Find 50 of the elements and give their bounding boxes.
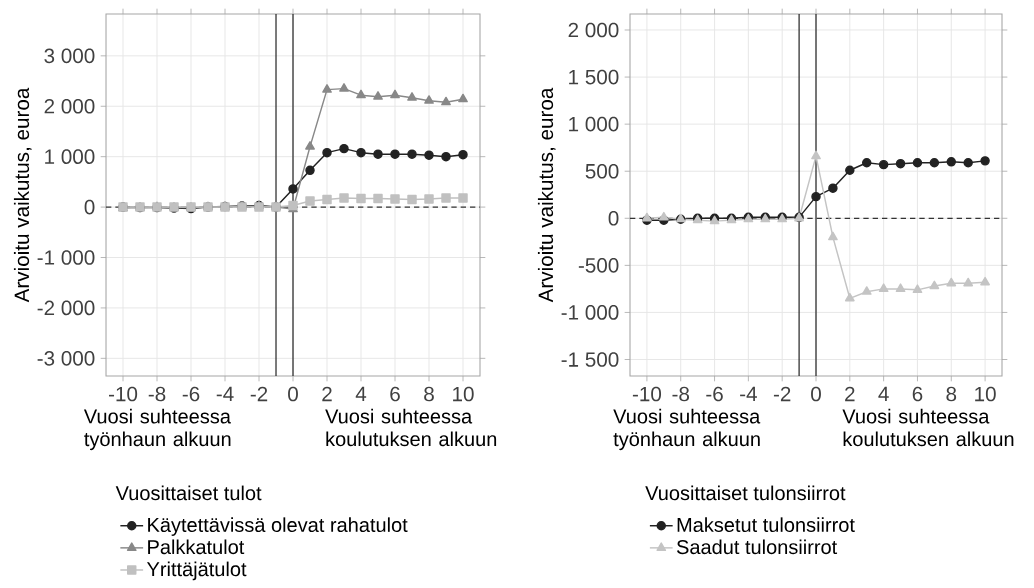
y-tick-label: 3 000 (44, 48, 95, 64)
y-tick-label: 1 000 (45, 149, 95, 164)
legend-label: Maksetut tulonsiirrot (677, 517, 855, 533)
text: Vuosi suhteessa koulutuksen alkuun (842, 408, 1014, 447)
y-axis-title: Arvioitu vaikutus, euroa (537, 87, 556, 303)
y-tick-label: 0 (84, 199, 95, 215)
y-tick-label: -1 000 (37, 250, 95, 265)
text: Vuosi suhteessa työnhaun alkuun (613, 408, 761, 451)
x-tick-label: -4 (216, 386, 234, 401)
x-tick-label: 6 (390, 386, 400, 402)
y-tick-label: -1 500 (561, 352, 619, 367)
y-tick-label: 1 500 (569, 69, 619, 85)
x-tick-label: 2 (845, 386, 855, 402)
legend-label: Palkkatulot (148, 539, 245, 555)
legend-label: Saadut tulonsiirrot (676, 539, 838, 555)
x-tick-label: -8 (148, 386, 166, 402)
x-tick-label: -2 (773, 386, 791, 402)
x-tick-label: -10 (632, 386, 662, 402)
x-tick-label: 2 (322, 386, 332, 402)
text: Vuosi suhteessa koulutuksen alkuun (325, 408, 497, 447)
y-tick-label: -2 000 (37, 300, 95, 316)
x-tick-label: -2 (250, 386, 268, 402)
x-tick-label: 10 (453, 386, 474, 402)
y-tick-label: 0 (608, 210, 619, 226)
y-tick-label: -500 (578, 258, 619, 273)
x-tick-label: -4 (740, 386, 757, 401)
x-tick-label: 0 (811, 386, 821, 402)
y-axis-title: Arvioitu vaikutus, euroa (13, 87, 32, 303)
legend-title: Vuosittaiset tulonsiirrot (645, 485, 846, 501)
x-tick-label: 4 (878, 386, 889, 401)
x-tick-label: -10 (109, 386, 138, 402)
legend-label: Käytettävissä olevat rahatulot (148, 517, 408, 536)
x-tick-label: 8 (424, 386, 434, 402)
y-tick-label: 500 (585, 163, 619, 179)
legend-label: Yrittäjätulot (146, 561, 247, 581)
x-tick-label: 0 (288, 386, 298, 402)
y-tick-label: 1 000 (569, 116, 619, 132)
x-tick-label: 10 (975, 386, 996, 402)
y-tick-label: 2 000 (44, 98, 95, 114)
legend-title: Vuosittaiset tulot (115, 485, 262, 501)
x-tick-label: 4 (355, 386, 367, 401)
y-tick-label: 2 000 (568, 22, 619, 38)
x-tick-label: 6 (912, 386, 923, 402)
y-tick-label: -1 000 (561, 305, 619, 320)
x-tick-label: 8 (946, 386, 957, 402)
text: Vuosi suhteessa työnhaun alkuun (83, 408, 231, 451)
x-tick-label: -6 (182, 386, 200, 402)
y-tick-label: -3 000 (37, 351, 95, 366)
x-tick-label: -8 (672, 386, 690, 402)
x-tick-label: -6 (706, 386, 723, 402)
